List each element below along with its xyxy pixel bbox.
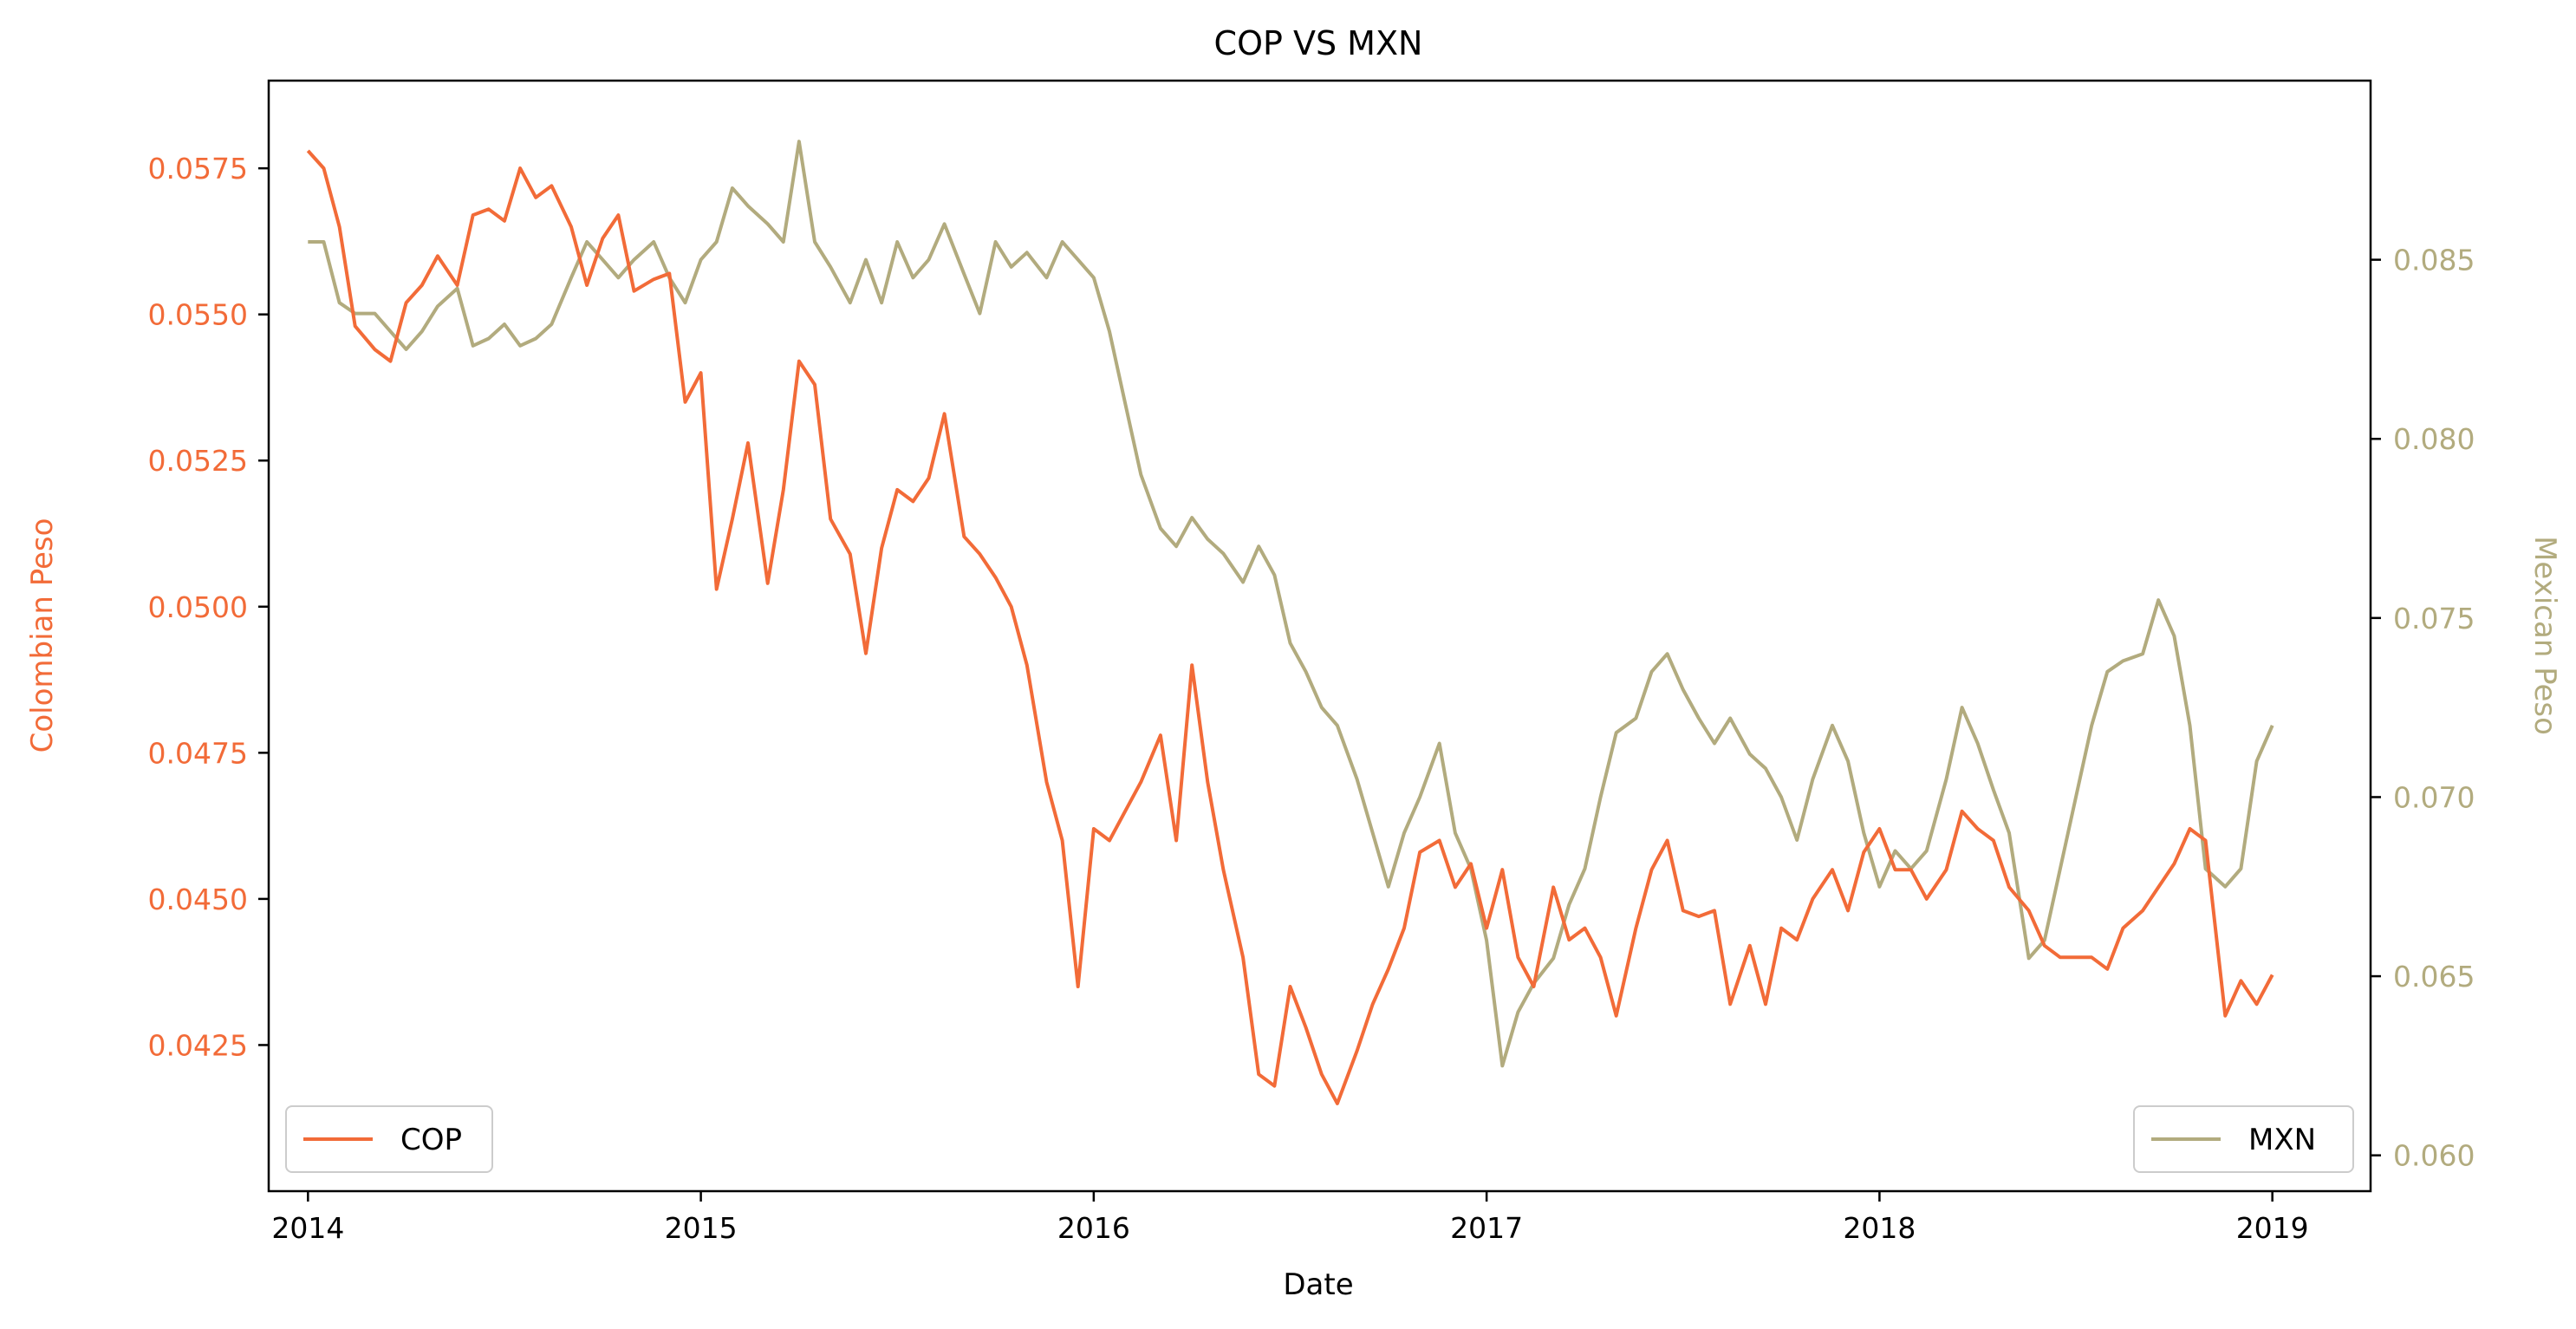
legend-cop: COP [285, 1105, 493, 1173]
y-right-tick-label: 0.075 [2393, 602, 2475, 635]
legend-mxn: MXN [2133, 1105, 2354, 1173]
y-right-tick-label: 0.060 [2393, 1139, 2475, 1173]
y-right-tick-label: 0.085 [2393, 244, 2475, 277]
x-tick-label: 2014 [271, 1211, 344, 1245]
legend-cop-box [285, 1105, 493, 1173]
y-left-tick-label: 0.0575 [148, 152, 248, 186]
y-left-tick-label: 0.0450 [148, 883, 248, 916]
x-axis: 2014 2015 2016 2017 2018 2019 [271, 1191, 2309, 1245]
y-axis-right: 0.060 0.065 0.070 0.075 0.080 0.085 [2371, 244, 2475, 1173]
legend-mxn-box [2133, 1105, 2354, 1173]
y-right-tick-label: 0.080 [2393, 422, 2475, 456]
x-tick-label: 2016 [1057, 1211, 1130, 1245]
y-axis-left-label: Colombian Peso [25, 518, 60, 753]
legend-cop-label: COP [400, 1123, 462, 1157]
legend-mxn-label: MXN [2248, 1123, 2316, 1157]
x-tick-label: 2015 [665, 1211, 738, 1245]
x-tick-label: 2018 [1843, 1211, 1916, 1245]
x-tick-label: 2019 [2236, 1211, 2309, 1245]
y-axis-right-label: Mexican Peso [2527, 536, 2562, 735]
y-axis-left: 0.0425 0.0450 0.0475 0.0500 0.0525 0.0550 0.05… [148, 152, 269, 1062]
x-tick-label: 2017 [1450, 1211, 1523, 1245]
y-left-tick-label: 0.0500 [148, 590, 248, 624]
plot-area [306, 140, 2274, 1105]
series-line-cop [306, 149, 2274, 1105]
y-left-tick-label: 0.0425 [148, 1028, 248, 1062]
series-line-mxn [308, 140, 2274, 1068]
y-right-tick-label: 0.065 [2393, 960, 2475, 993]
chart-title: COP VS MXN [1214, 24, 1423, 62]
y-right-tick-label: 0.070 [2393, 780, 2475, 814]
y-left-tick-label: 0.0550 [148, 298, 248, 332]
y-left-tick-label: 0.0475 [148, 736, 248, 770]
x-axis-label: Date [1283, 1267, 1353, 1302]
plot-frame [267, 79, 2372, 1193]
y-left-tick-label: 0.0525 [148, 444, 248, 478]
